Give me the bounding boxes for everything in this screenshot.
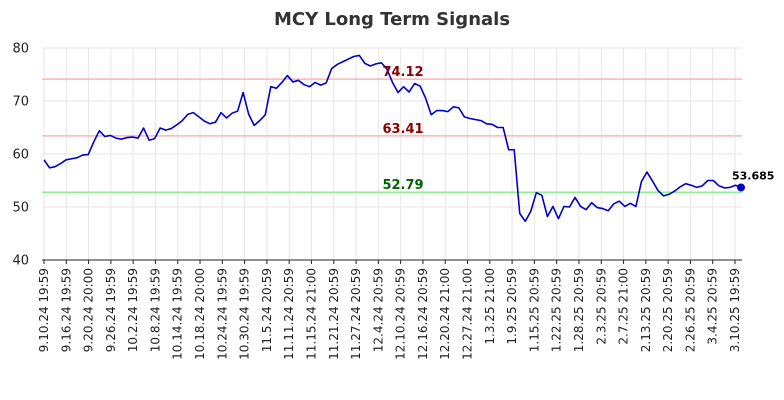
x-tick-label: 2.20.25 20:59 bbox=[661, 268, 675, 352]
x-tick-label: 12.4.24 20:59 bbox=[371, 268, 385, 352]
x-tick-label: 11.15.24 21:00 bbox=[304, 268, 318, 360]
x-tick-label: 2.7.25 21:00 bbox=[617, 268, 631, 345]
x-tick-label: 10.30.24 19:59 bbox=[238, 268, 252, 360]
reference-label-upper: 74.12 bbox=[382, 65, 423, 80]
x-tick-label: 2.3.25 20:59 bbox=[594, 268, 608, 345]
y-tick-label: 40 bbox=[12, 254, 29, 269]
reference-label-middle: 63.41 bbox=[382, 122, 423, 137]
x-tick-label: 11.27.24 20:59 bbox=[349, 268, 363, 360]
x-tick-label: 10.8.24 19:59 bbox=[148, 268, 162, 352]
series bbox=[43, 54, 745, 223]
x-tick-label: 2.26.25 20:59 bbox=[683, 268, 697, 352]
x-tick-label: 1.22.25 20:59 bbox=[550, 268, 564, 352]
x-tick-label: 1.28.25 20:59 bbox=[572, 268, 586, 352]
x-tick-label: 12.20.24 21:00 bbox=[438, 268, 452, 360]
x-tick-label: 3.4.25 20:59 bbox=[706, 268, 720, 345]
x-tick-label: 11.5.24 20:59 bbox=[260, 268, 274, 352]
price-line bbox=[43, 54, 742, 223]
x-tick-label: 2.13.25 20:59 bbox=[639, 268, 653, 352]
last-point-marker bbox=[737, 183, 745, 192]
x-tick-label: 9.20.24 20:00 bbox=[82, 268, 96, 352]
x-tick-label: 1.3.25 21:00 bbox=[483, 268, 497, 345]
y-tick-label: 50 bbox=[12, 201, 29, 216]
x-tick-label: 12.10.24 20:59 bbox=[394, 268, 408, 360]
axes bbox=[42, 259, 742, 264]
x-tick-label: 1.9.25 20:59 bbox=[505, 268, 519, 345]
x-tick-label: 1.15.25 20:59 bbox=[527, 268, 541, 352]
x-tick-label: 3.10.25 19:59 bbox=[728, 268, 742, 352]
x-tick-label: 12.27.24 21:00 bbox=[461, 268, 475, 360]
chart-title: MCY Long Term Signals bbox=[274, 9, 510, 30]
labels: 40 50 60 70 80 9.10.24 19:59 9.16.24 19:59 9.20… bbox=[12, 42, 774, 360]
grid bbox=[42, 47, 742, 260]
x-tick-label: 12.16.24 20:59 bbox=[416, 268, 430, 360]
x-tick-label: 11.11.24 20:59 bbox=[282, 268, 296, 360]
reference-lines bbox=[42, 78, 742, 193]
x-tick-label: 10.24.24 19:59 bbox=[215, 268, 229, 360]
reference-label-lower: 52.79 bbox=[382, 178, 423, 193]
y-tick-label: 80 bbox=[12, 42, 29, 57]
x-tick-label: 9.16.24 19:59 bbox=[59, 268, 73, 352]
x-tick-label: 10.14.24 19:59 bbox=[171, 268, 185, 360]
last-value-label: 53.685 bbox=[732, 169, 774, 182]
y-tick-label: 60 bbox=[12, 148, 29, 163]
x-tick-label: 9.10.24 19:59 bbox=[37, 268, 51, 352]
y-tick-label: 70 bbox=[12, 95, 29, 110]
x-tick-label: 9.26.24 19:59 bbox=[104, 268, 118, 352]
x-tick-label: 10.2.24 19:59 bbox=[126, 268, 140, 352]
x-tick-label: 11.21.24 20:59 bbox=[327, 268, 341, 360]
x-tick-label: 10.18.24 20:00 bbox=[193, 268, 207, 360]
